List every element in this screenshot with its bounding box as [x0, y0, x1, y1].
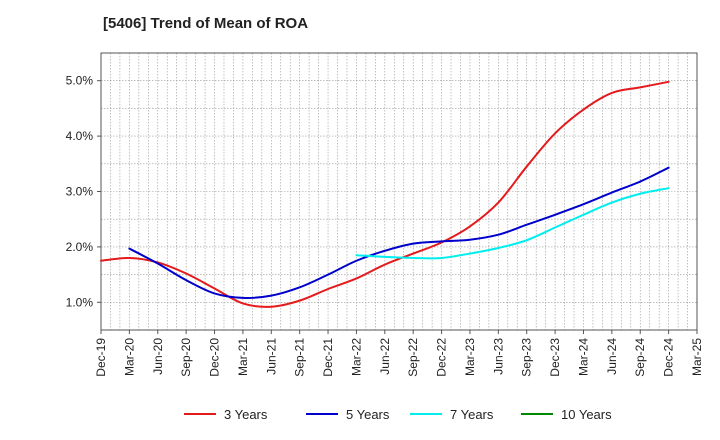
x-tick-label: Sep-23: [520, 338, 534, 377]
x-tick-label: Jun-23: [491, 338, 505, 375]
series-lines: [100, 80, 670, 308]
x-tick-label: Sep-22: [406, 338, 420, 377]
y-tick-label: 1.0%: [66, 295, 94, 309]
series-line-3-years: [100, 80, 670, 308]
x-tick-label: Dec-19: [94, 338, 108, 377]
y-tick-label: 3.0%: [66, 185, 94, 199]
x-tick-label: Mar-25: [690, 338, 704, 376]
series-line-5-years: [128, 166, 670, 299]
x-tick-label: Jun-20: [151, 338, 165, 375]
legend-label-3-years: 3 Years: [224, 407, 268, 422]
y-tick-label: 5.0%: [66, 74, 94, 88]
x-tick-label: Mar-22: [349, 338, 363, 376]
legend-label-7-years: 7 Years: [450, 407, 494, 422]
legend: 3 Years 5 Years 7 Years 10 Years: [184, 407, 612, 422]
x-tick-label: Dec-24: [662, 338, 676, 377]
legend-label-5-years: 5 Years: [346, 407, 390, 422]
y-tick-label: 4.0%: [66, 129, 94, 143]
x-tick-label: Sep-21: [293, 338, 307, 377]
x-tick-label: Dec-21: [321, 338, 335, 377]
x-tick-label: Dec-23: [548, 338, 562, 377]
x-tick-label: Jun-24: [605, 338, 619, 375]
series-line-7-years: [355, 187, 670, 260]
y-tick-label: 2.0%: [66, 240, 94, 254]
x-tick-label: Mar-20: [122, 338, 136, 376]
x-tick-label: Jun-22: [378, 338, 392, 375]
legend-label-10-years: 10 Years: [561, 407, 612, 422]
x-tick-label: Mar-21: [236, 338, 250, 376]
chart-title: [5406] Trend of Mean of ROA: [103, 15, 309, 32]
x-tick-label: Dec-22: [435, 338, 449, 377]
x-tick-label: Jun-21: [264, 338, 278, 375]
x-tick-label: Sep-24: [633, 338, 647, 377]
x-tick-label: Mar-23: [463, 338, 477, 376]
x-tick-label: Mar-24: [576, 338, 590, 376]
x-tick-label: Dec-20: [208, 338, 222, 377]
x-tick-label: Sep-20: [179, 338, 193, 377]
axis-labels: 1.0% 2.0% 3.0% 4.0% 5.0% Dec-19 Mar-20 Jun-20 Se…: [66, 74, 704, 377]
